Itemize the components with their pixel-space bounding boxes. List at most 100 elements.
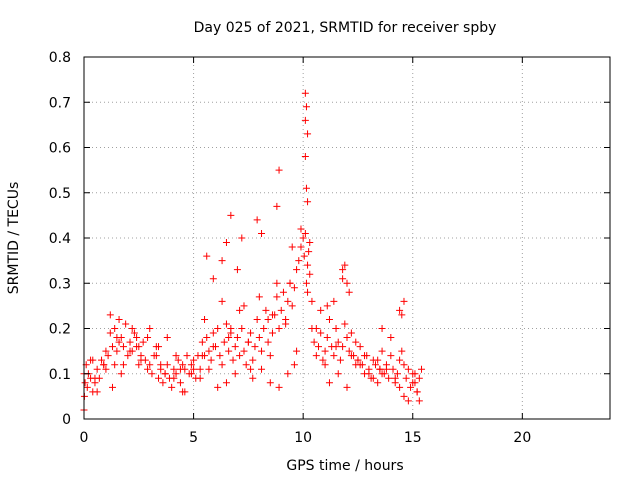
data-point xyxy=(102,365,110,373)
data-point xyxy=(218,297,226,305)
data-point xyxy=(288,243,296,251)
data-point xyxy=(108,383,116,391)
data-point xyxy=(240,347,248,355)
data-point xyxy=(117,370,125,378)
data-point xyxy=(312,325,320,332)
data-point xyxy=(222,379,230,387)
data-point xyxy=(108,343,116,351)
data-point xyxy=(323,302,331,310)
data-point xyxy=(396,306,404,314)
data-point xyxy=(255,334,263,342)
data-point xyxy=(409,379,417,387)
data-point xyxy=(398,347,406,355)
data-point xyxy=(203,252,211,260)
data-point xyxy=(179,361,187,369)
data-point xyxy=(227,211,235,219)
data-point xyxy=(253,315,261,323)
data-point xyxy=(301,116,309,124)
data-point xyxy=(179,388,187,396)
data-points xyxy=(80,89,426,414)
data-point xyxy=(253,216,261,224)
data-point xyxy=(260,325,268,332)
data-point xyxy=(209,329,217,337)
y-tick-label: 0.1 xyxy=(49,367,71,383)
data-point xyxy=(155,374,163,382)
data-point xyxy=(137,356,145,364)
data-point xyxy=(229,356,237,364)
data-point xyxy=(282,320,290,328)
data-point xyxy=(404,397,412,405)
data-point xyxy=(385,374,393,382)
data-point xyxy=(139,338,147,346)
data-point xyxy=(264,338,272,346)
data-point xyxy=(343,334,351,342)
data-point xyxy=(345,347,353,355)
data-point xyxy=(155,343,163,351)
data-point xyxy=(183,352,191,360)
data-point xyxy=(391,374,399,382)
data-point xyxy=(301,153,309,161)
data-point xyxy=(297,243,305,251)
data-point xyxy=(163,361,171,369)
data-point xyxy=(374,379,382,387)
data-point xyxy=(341,261,349,269)
data-point xyxy=(135,361,143,369)
data-point xyxy=(111,361,119,369)
data-point xyxy=(161,370,169,378)
y-tick-label: 0.8 xyxy=(49,50,71,66)
data-point xyxy=(111,325,119,332)
data-point xyxy=(119,361,127,369)
data-point xyxy=(196,374,204,382)
data-point xyxy=(172,370,180,378)
data-point xyxy=(396,356,404,364)
data-point xyxy=(205,347,213,355)
data-point xyxy=(413,388,421,396)
data-point xyxy=(148,370,156,378)
data-point xyxy=(319,356,327,364)
data-point xyxy=(345,288,353,296)
data-point xyxy=(207,356,215,364)
x-tick-label: 5 xyxy=(189,430,198,446)
data-point xyxy=(336,356,344,364)
data-point xyxy=(205,365,213,373)
data-point xyxy=(415,374,423,382)
x-tick-label: 10 xyxy=(294,430,312,446)
data-point xyxy=(365,370,373,378)
data-point xyxy=(104,352,112,360)
data-point xyxy=(290,361,298,369)
data-point xyxy=(258,365,266,373)
data-point xyxy=(168,383,176,391)
data-point xyxy=(216,352,224,360)
data-point xyxy=(225,347,233,355)
axis-ticks: 0 0.1 0.2 0.3 0.4 0.5 0.6 0.7 0.8 0 5 10 15 20 xyxy=(49,50,610,446)
data-point xyxy=(293,266,301,274)
data-point xyxy=(343,279,351,287)
data-point xyxy=(209,275,217,283)
data-point xyxy=(106,311,114,319)
data-point xyxy=(227,325,235,332)
data-point xyxy=(91,374,99,382)
data-point xyxy=(404,365,412,373)
data-point xyxy=(288,302,296,310)
data-point xyxy=(113,334,121,342)
data-point xyxy=(398,311,406,319)
data-point xyxy=(317,306,325,314)
y-tick-label: 0.3 xyxy=(49,276,71,292)
data-point xyxy=(293,347,301,355)
data-point xyxy=(306,270,314,278)
data-point xyxy=(332,343,340,351)
data-point xyxy=(290,284,298,292)
data-point xyxy=(301,229,309,237)
data-point xyxy=(402,374,410,382)
data-point xyxy=(295,257,303,265)
data-point xyxy=(119,343,127,351)
data-point xyxy=(279,288,287,296)
data-point xyxy=(277,306,285,314)
data-point xyxy=(275,166,283,174)
data-point xyxy=(339,275,347,283)
data-point xyxy=(334,370,342,378)
data-point xyxy=(81,379,89,387)
data-point xyxy=(187,370,195,378)
data-point xyxy=(341,320,349,328)
